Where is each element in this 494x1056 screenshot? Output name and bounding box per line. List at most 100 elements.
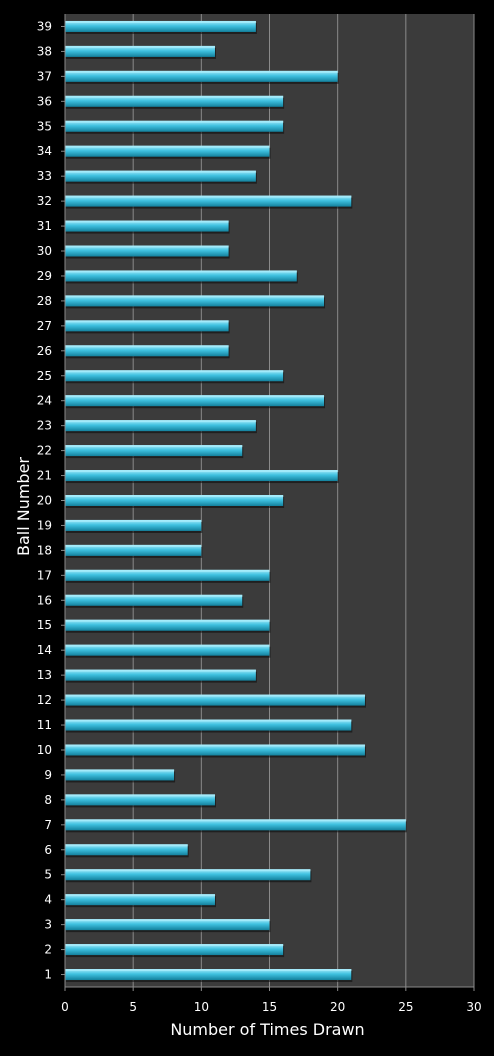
bar-highlight [65,769,175,772]
x-tick-label: 0 [61,1000,69,1014]
bar [65,95,284,107]
x-tick-label: 10 [194,1000,209,1014]
x-axis-title: Number of Times Drawn [170,1020,364,1039]
bar-highlight [65,969,352,972]
y-tick-label: 28 [37,294,52,308]
bar-highlight [65,120,284,123]
bar [65,70,338,82]
bar [65,519,202,531]
bar-highlight [65,45,215,48]
y-tick-label: 24 [37,394,52,408]
y-tick-label: 38 [37,44,52,58]
bar [65,544,202,556]
bar [65,669,256,681]
bar-highlight [65,869,311,872]
bar [65,120,284,132]
bar [65,569,270,581]
y-tick-label: 2 [44,943,52,957]
bar-highlight [65,944,284,947]
bar [65,919,270,931]
bar-highlight [65,919,270,922]
bar [65,370,284,382]
bar [65,320,229,332]
bar [65,145,270,157]
bar [65,944,284,956]
bar-highlight [65,794,215,797]
bar [65,345,229,357]
bar-highlight [65,519,202,522]
y-tick-label: 15 [37,618,52,632]
y-tick-label: 35 [37,119,52,133]
bar-highlight [65,220,229,223]
y-tick-label: 30 [37,244,52,258]
bar-highlight [65,395,325,398]
bar [65,844,188,856]
y-tick-label: 32 [37,194,52,208]
bar [65,20,256,32]
y-tick-label: 14 [37,643,52,657]
bar [65,719,352,731]
bar-highlight [65,495,284,497]
bar [65,245,229,257]
y-tick-label: 6 [44,843,52,857]
bar [65,195,352,207]
bar [65,869,311,881]
y-tick-label: 26 [37,344,52,358]
bar-highlight [65,320,229,323]
bar [65,894,215,906]
bar-highlight [65,470,338,473]
y-tick-label: 10 [37,743,52,757]
bar [65,470,338,482]
bar [65,220,229,232]
y-tick-label: 21 [37,469,52,483]
y-tick-label: 19 [37,518,52,532]
y-tick-label: 11 [37,718,52,732]
y-tick-label: 1 [44,968,52,982]
bar-highlight [65,145,270,148]
y-tick-label: 36 [37,94,52,108]
y-tick-label: 7 [44,818,52,832]
bar-highlight [65,420,256,423]
y-tick-label: 34 [37,144,52,158]
bar [65,969,352,981]
bar-highlight [65,345,229,348]
y-tick-label: 16 [37,593,52,607]
bar [65,420,256,432]
bar [65,45,215,57]
y-tick-label: 20 [37,494,52,508]
bar-highlight [65,569,270,572]
bar-highlight [65,719,352,722]
y-tick-label: 18 [37,543,52,557]
bar-highlight [65,544,202,547]
bar-highlight [65,20,256,23]
tick-labels: 0 5 10 15 20 25 301234567891011121314151617181… [37,19,482,1014]
y-tick-label: 22 [37,444,52,458]
bar [65,445,243,457]
bar-highlight [65,370,284,373]
bar [65,495,284,506]
bar [65,295,325,307]
bar-highlight [65,270,297,273]
y-tick-label: 23 [37,419,52,433]
y-tick-label: 17 [37,568,52,582]
y-tick-label: 12 [37,693,52,707]
y-axis-title: Ball Number [14,457,33,556]
bar-highlight [65,245,229,248]
y-tick-label: 9 [44,768,52,782]
bar [65,395,325,407]
x-tick-label: 5 [129,1000,137,1014]
y-tick-label: 25 [37,369,52,383]
bar-highlight [65,95,284,98]
bar-highlight [65,819,406,822]
bar-highlight [65,669,256,672]
y-tick-label: 33 [37,169,52,183]
y-tick-label: 13 [37,668,52,682]
bar-highlight [65,644,270,647]
x-tick-label: 25 [398,1000,413,1014]
axes [61,14,475,991]
y-tick-label: 3 [44,918,52,932]
y-tick-label: 27 [37,319,52,333]
y-tick-label: 37 [37,69,52,83]
y-tick-label: 39 [37,19,52,33]
